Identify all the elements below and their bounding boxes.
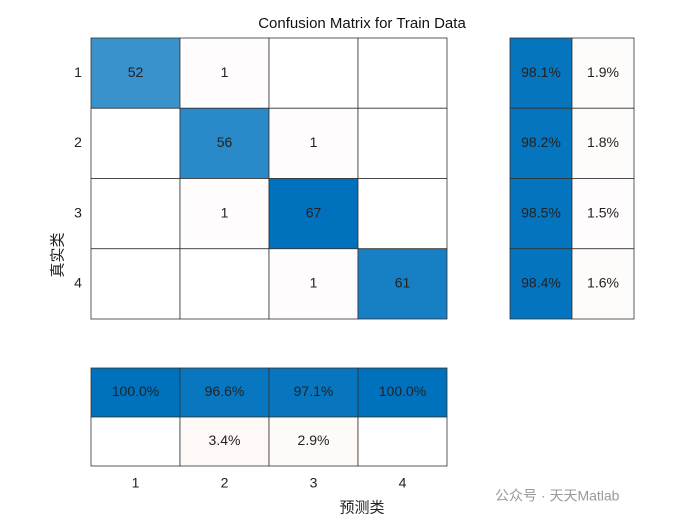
- column-summary-correct-label: 97.1%: [294, 383, 334, 399]
- row-summary-incorrect: [571, 248, 635, 320]
- row-summary-correct: [509, 248, 573, 320]
- off-diagonal-cell-label: 1: [221, 64, 229, 80]
- row-summary-correct: [509, 107, 573, 179]
- column-summary-correct: [357, 367, 448, 418]
- diagonal-cell-label: 67: [306, 204, 322, 220]
- row-summary-incorrect: [571, 37, 635, 109]
- column-summary-incorrect-label: 2.9%: [298, 432, 330, 448]
- diagonal-cell: [90, 37, 181, 109]
- chart-title: Confusion Matrix for Train Data: [258, 15, 466, 32]
- diagonal-cell-label: 52: [128, 64, 144, 80]
- empty-cell: [90, 416, 181, 467]
- column-summary-correct: [90, 367, 181, 418]
- off-diagonal-cell-label: 1: [310, 275, 318, 291]
- empty-cell: [90, 248, 181, 320]
- column-summary-incorrect: [268, 416, 359, 467]
- off-diagonal-cell: [179, 178, 270, 250]
- row-summary-correct-label: 98.5%: [521, 204, 561, 220]
- diagonal-cell-label: 56: [217, 134, 233, 150]
- x-axis-label: 预测类: [339, 499, 384, 517]
- empty-cell: [357, 178, 448, 250]
- y-tick-label: 4: [74, 275, 82, 291]
- off-diagonal-cell: [268, 107, 359, 179]
- column-summary-correct-label: 100.0%: [379, 383, 426, 399]
- x-tick-label: 4: [399, 475, 407, 491]
- off-diagonal-cell-label: 1: [221, 204, 229, 220]
- diagonal-cell: [179, 107, 270, 179]
- row-summary-incorrect-label: 1.9%: [587, 64, 619, 80]
- empty-cell: [357, 107, 448, 179]
- x-tick-label: 3: [310, 475, 318, 491]
- empty-cell: [268, 37, 359, 109]
- empty-cell: [179, 248, 270, 320]
- row-summary-correct-label: 98.1%: [521, 64, 561, 80]
- diagonal-cell: [357, 248, 448, 320]
- diagonal-cell-label: 61: [395, 275, 411, 291]
- row-summary-correct-label: 98.2%: [521, 134, 561, 150]
- y-tick-label: 3: [74, 204, 82, 220]
- column-summary-correct-label: 100.0%: [112, 383, 159, 399]
- column-summary-correct-label: 96.6%: [205, 383, 245, 399]
- off-diagonal-cell: [268, 248, 359, 320]
- empty-cell: [90, 178, 181, 250]
- diagonal-cell: [268, 178, 359, 250]
- off-diagonal-cell: [179, 37, 270, 109]
- row-summary-incorrect: [571, 178, 635, 250]
- y-tick-label: 2: [74, 134, 82, 150]
- column-summary-correct: [179, 367, 270, 418]
- row-summary-incorrect-label: 1.5%: [587, 204, 619, 220]
- off-diagonal-cell-label: 1: [310, 134, 318, 150]
- x-tick-label: 1: [132, 475, 140, 491]
- empty-cell: [357, 37, 448, 109]
- column-summary-incorrect: [179, 416, 270, 467]
- x-tick-label: 2: [221, 475, 229, 491]
- empty-cell: [90, 107, 181, 179]
- row-summary-incorrect: [571, 107, 635, 179]
- y-axis-label: 真实类: [49, 232, 67, 277]
- y-tick-label: 1: [74, 64, 82, 80]
- row-summary-correct-label: 98.4%: [521, 275, 561, 291]
- row-summary-incorrect-label: 1.6%: [587, 275, 619, 291]
- row-summary-incorrect-label: 1.8%: [587, 134, 619, 150]
- column-summary-incorrect-label: 3.4%: [209, 432, 241, 448]
- watermark: 公众号 · 天天Matlab: [495, 488, 620, 504]
- empty-cell: [357, 416, 448, 467]
